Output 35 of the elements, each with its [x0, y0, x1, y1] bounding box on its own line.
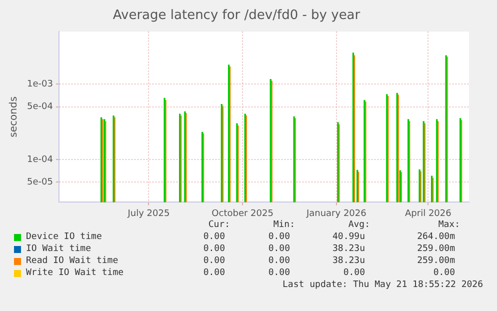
text: Last update: Thu May 21 18:55:22 2026: [282, 280, 483, 292]
text: 38.23u: [331, 244, 365, 256]
text: 259.00m: [416, 256, 455, 268]
text: 0.00: [342, 268, 365, 280]
text: 38.23u: [331, 256, 365, 268]
text: 0.00: [202, 244, 225, 256]
text: Cur:: [207, 220, 230, 232]
text: 0.00: [202, 256, 225, 268]
text: 259.00m: [416, 244, 455, 256]
text: 0.00: [202, 268, 225, 280]
text: 0.00: [268, 232, 290, 242]
legend-label: Read IO Wait time: [26, 256, 118, 268]
legend-label: Write IO Wait time: [26, 268, 124, 280]
y-tick-label: 5e-04: [26, 102, 54, 112]
y-tick-label: 1e-04: [26, 154, 54, 165]
text: 0.00: [432, 268, 455, 280]
x-tick-label: January 2026: [305, 208, 367, 219]
text: 0.00: [202, 232, 225, 244]
text: Avg:: [347, 220, 370, 232]
text: Min:: [273, 220, 295, 230]
legend-label: IO Wait time: [26, 244, 92, 256]
text: 264.00m: [416, 232, 455, 244]
text: 40.99u: [331, 232, 365, 244]
y-axis-title: seconds: [8, 96, 20, 138]
legend-label: Device IO time: [26, 232, 102, 244]
x-tick-label: July 2025: [126, 208, 170, 219]
y-tick-label: 1e-03: [26, 80, 53, 90]
text: 0.00: [268, 256, 290, 266]
chart-title: Average latency for /dev/fd0 - by year: [112, 8, 361, 24]
text: 0.00: [268, 244, 290, 254]
x-tick-label: April 2026: [405, 208, 452, 219]
y-tick-label: 5e-05: [26, 177, 53, 188]
text: Max:: [437, 220, 460, 232]
text: 0.00: [268, 268, 290, 278]
x-tick-label: October 2025: [212, 208, 274, 219]
